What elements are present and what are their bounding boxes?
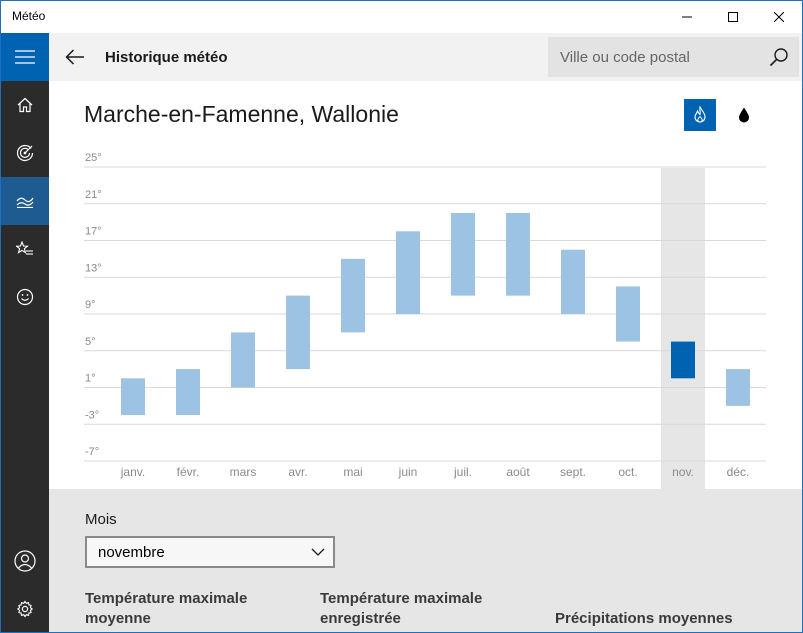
user-icon <box>14 550 36 572</box>
temp-range-bar-déc. <box>726 369 750 406</box>
maximize-icon <box>728 12 738 22</box>
x-tick-label: janv. <box>120 465 145 479</box>
x-tick-label: août <box>506 465 530 479</box>
rail-item-historical[interactable] <box>1 177 49 225</box>
x-tick-label: juin <box>398 465 418 479</box>
back-button[interactable] <box>55 37 95 77</box>
back-arrow-icon <box>65 49 84 65</box>
star-list-icon <box>16 241 33 255</box>
details-panel: Mois novembre Température maximale moyen… <box>49 489 802 632</box>
x-tick-label: déc. <box>727 465 750 479</box>
x-tick-label: févr. <box>177 465 200 479</box>
x-tick-label: mars <box>230 465 257 479</box>
temp-range-bar-juil. <box>451 212 475 296</box>
temp-range-bar-mai <box>341 258 365 333</box>
stat-record-max-temp-label: Température maximale enregistrée <box>320 590 483 627</box>
precipitation-toggle-button[interactable] <box>728 99 760 131</box>
temperature-toggle-button[interactable] <box>684 99 716 131</box>
title-bar: Météo <box>1 1 802 33</box>
temp-range-bar-févr. <box>176 369 200 416</box>
temp-range-bar-oct. <box>616 286 640 342</box>
rail-item-favorites[interactable] <box>1 225 49 273</box>
y-tick-label: 25° <box>85 152 102 164</box>
location-title: Marche-en-Famenne, Wallonie <box>84 101 399 127</box>
page-header: Historique météo <box>49 33 802 81</box>
rail-item-feedback[interactable] <box>1 273 49 321</box>
month-dropdown[interactable]: novembre <box>85 536 335 568</box>
selected-month-highlight <box>661 168 705 489</box>
minimize-icon <box>682 16 692 18</box>
chevron-down-icon <box>311 548 325 556</box>
search-button[interactable] <box>759 37 799 77</box>
chart-icon <box>16 197 34 208</box>
temperature-history-chart: 25° 21° 17° 13° 9° 5° 1° -3° -7° janv. févr. mars av… <box>84 152 766 489</box>
raindrop-icon <box>739 107 749 123</box>
hamburger-menu-button[interactable] <box>1 33 49 81</box>
temp-range-bar-sept. <box>561 249 585 314</box>
x-tick-label: oct. <box>618 465 637 479</box>
rail-item-maps[interactable] <box>1 129 49 177</box>
rail-item-settings[interactable] <box>1 585 49 632</box>
x-tick-label: avr. <box>288 465 307 479</box>
maximize-button[interactable] <box>710 1 756 33</box>
temp-range-bar-avr. <box>286 295 310 370</box>
rail-item-account[interactable] <box>1 537 49 585</box>
month-label: Mois <box>85 511 117 528</box>
app-title: Météo <box>12 9 46 23</box>
temp-range-bar-mars <box>231 332 255 388</box>
y-tick-label: 13° <box>85 262 102 274</box>
close-button[interactable] <box>756 1 802 33</box>
stat-avg-max-temp-label: Température maximale moyenne <box>85 590 248 627</box>
hamburger-icon <box>15 50 35 64</box>
temp-range-bar-nov. <box>671 341 695 379</box>
x-tick-label: sept. <box>560 465 586 479</box>
y-tick-label: 17° <box>85 226 102 238</box>
y-tick-label: 5° <box>85 336 96 348</box>
temp-range-bar-août <box>506 212 530 296</box>
rail-item-home[interactable] <box>1 81 49 129</box>
temp-range-bar-juin <box>396 231 420 314</box>
month-dropdown-value: novembre <box>98 544 165 561</box>
stat-avg-precip-label: Précipitations moyennes <box>555 610 733 627</box>
search-box <box>548 37 799 77</box>
page-title: Historique météo <box>105 49 228 66</box>
gear-icon <box>16 600 34 618</box>
x-tick-label: nov. <box>672 465 694 479</box>
y-tick-label: 1° <box>85 373 96 385</box>
flame-icon <box>694 106 706 123</box>
x-tick-label: juil. <box>453 465 472 479</box>
nav-rail <box>1 33 49 632</box>
x-tick-label: mai <box>343 465 362 479</box>
y-tick-label: -7° <box>85 446 99 458</box>
y-tick-label: -3° <box>85 409 99 421</box>
search-input[interactable] <box>548 37 758 77</box>
y-tick-label: 21° <box>85 189 102 201</box>
search-icon <box>769 48 788 67</box>
smiley-icon <box>16 288 34 306</box>
y-tick-label: 9° <box>85 299 96 311</box>
temp-range-bar-janv. <box>121 378 145 416</box>
radar-icon <box>16 144 34 162</box>
close-icon <box>774 12 784 22</box>
minimize-button[interactable] <box>664 1 710 33</box>
home-icon <box>17 97 33 113</box>
